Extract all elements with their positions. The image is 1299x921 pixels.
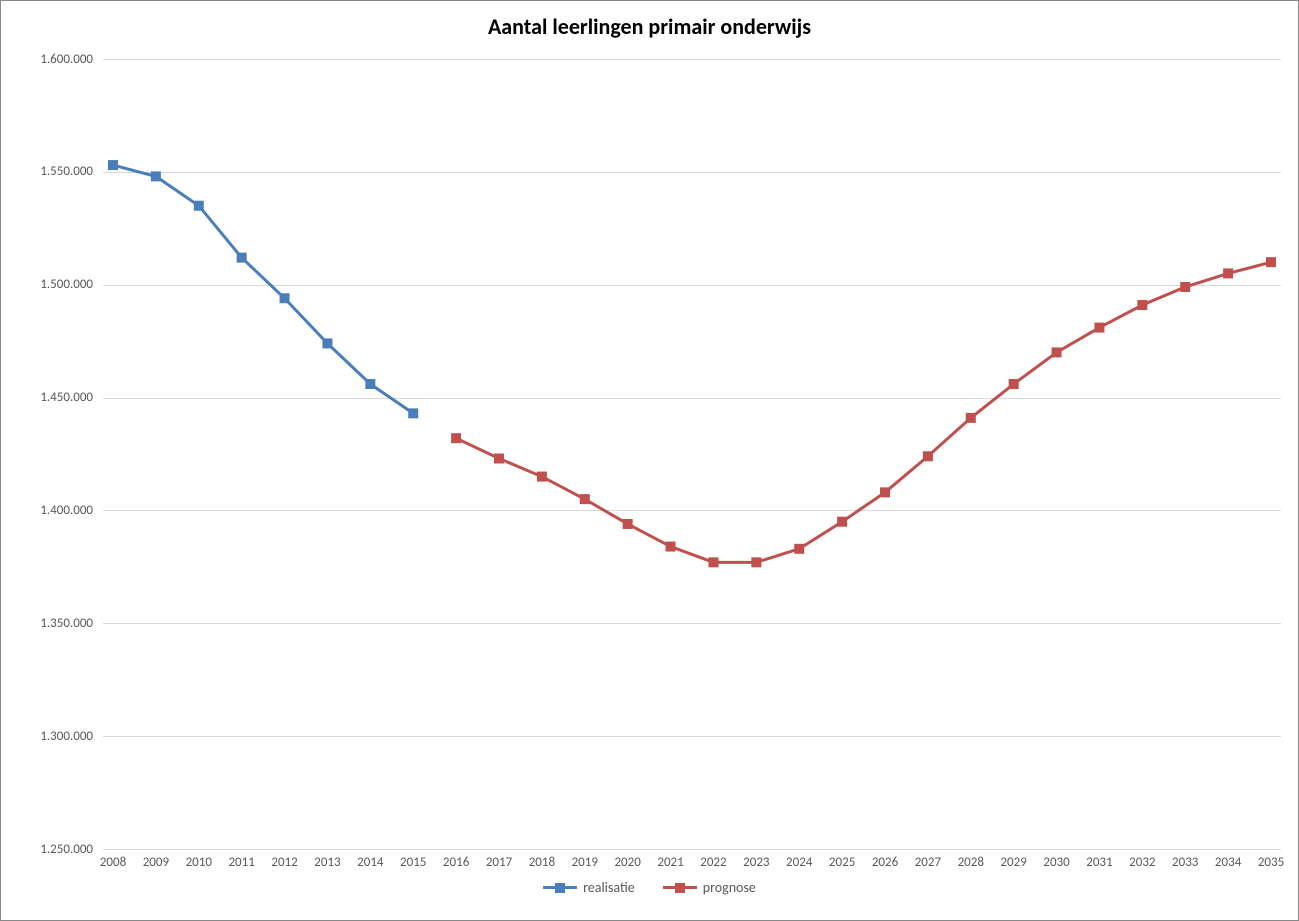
legend-swatch: [663, 881, 697, 895]
series-marker-realisatie: [194, 201, 204, 211]
series-marker-prognose: [1094, 323, 1104, 333]
x-tick-label: 2032: [1121, 855, 1163, 870]
series-marker-realisatie: [237, 253, 247, 263]
y-tick-label: 1.400.000: [1, 503, 93, 518]
x-tick-label: 2031: [1078, 855, 1120, 870]
series-marker-prognose: [1052, 347, 1062, 357]
legend: realisatie prognose: [1, 879, 1298, 899]
x-tick-label: 2012: [264, 855, 306, 870]
y-tick-label: 1.600.000: [1, 52, 93, 67]
series-marker-prognose: [966, 413, 976, 423]
x-tick-label: 2028: [950, 855, 992, 870]
x-tick-label: 2023: [735, 855, 777, 870]
series-layer: [103, 59, 1281, 849]
series-marker-realisatie: [151, 171, 161, 181]
y-tick-label: 1.550.000: [1, 164, 93, 179]
series-marker-prognose: [494, 454, 504, 464]
plot-area: [103, 59, 1281, 849]
series-marker-prognose: [837, 517, 847, 527]
x-tick-label: 2016: [435, 855, 477, 870]
series-marker-prognose: [451, 433, 461, 443]
x-tick-label: 2020: [607, 855, 649, 870]
x-tick-label: 2019: [564, 855, 606, 870]
legend-item-prognose: prognose: [663, 879, 756, 896]
series-marker-prognose: [751, 557, 761, 567]
series-line-prognose: [456, 262, 1271, 562]
legend-swatch: [543, 881, 577, 895]
series-marker-prognose: [880, 487, 890, 497]
y-tick-label: 1.350.000: [1, 616, 93, 631]
series-marker-prognose: [708, 557, 718, 567]
x-tick-label: 2014: [349, 855, 391, 870]
x-tick-label: 2025: [821, 855, 863, 870]
x-tick-label: 2018: [521, 855, 563, 870]
x-tick-label: 2034: [1207, 855, 1249, 870]
x-tick-label: 2030: [1036, 855, 1078, 870]
x-tick-label: 2013: [306, 855, 348, 870]
series-marker-prognose: [1266, 257, 1276, 267]
series-marker-realisatie: [280, 293, 290, 303]
series-marker-prognose: [1223, 268, 1233, 278]
legend-item-realisatie: realisatie: [543, 879, 635, 896]
x-tick-label: 2029: [993, 855, 1035, 870]
series-marker-prognose: [1137, 300, 1147, 310]
x-tick-label: 2026: [864, 855, 906, 870]
y-tick-label: 1.500.000: [1, 277, 93, 292]
series-marker-prognose: [580, 494, 590, 504]
legend-label: prognose: [703, 879, 756, 896]
x-tick-label: 2033: [1164, 855, 1206, 870]
series-marker-prognose: [623, 519, 633, 529]
series-marker-prognose: [1180, 282, 1190, 292]
x-tick-label: 2027: [907, 855, 949, 870]
legend-label: realisatie: [583, 879, 635, 896]
series-line-realisatie: [113, 165, 413, 413]
series-marker-prognose: [537, 472, 547, 482]
x-tick-label: 2010: [178, 855, 220, 870]
y-tick-label: 1.300.000: [1, 729, 93, 744]
x-tick-label: 2017: [478, 855, 520, 870]
x-tick-label: 2021: [650, 855, 692, 870]
x-tick-label: 2022: [692, 855, 734, 870]
y-tick-label: 1.250.000: [1, 842, 93, 857]
series-marker-realisatie: [108, 160, 118, 170]
x-tick-label: 2008: [92, 855, 134, 870]
series-marker-realisatie: [322, 338, 332, 348]
x-tick-label: 2024: [778, 855, 820, 870]
x-tick-label: 2015: [392, 855, 434, 870]
x-tick-label: 2011: [221, 855, 263, 870]
x-tick-label: 2035: [1250, 855, 1292, 870]
series-marker-realisatie: [365, 379, 375, 389]
series-marker-realisatie: [408, 408, 418, 418]
series-marker-prognose: [923, 451, 933, 461]
series-marker-prognose: [1009, 379, 1019, 389]
y-tick-label: 1.450.000: [1, 390, 93, 405]
series-marker-prognose: [794, 544, 804, 554]
gridline: [103, 849, 1281, 850]
x-tick-label: 2009: [135, 855, 177, 870]
chart-title: Aantal leerlingen primair onderwijs: [1, 13, 1298, 40]
chart-container: Aantal leerlingen primair onderwijs 1.25…: [0, 0, 1299, 921]
series-marker-prognose: [666, 542, 676, 552]
